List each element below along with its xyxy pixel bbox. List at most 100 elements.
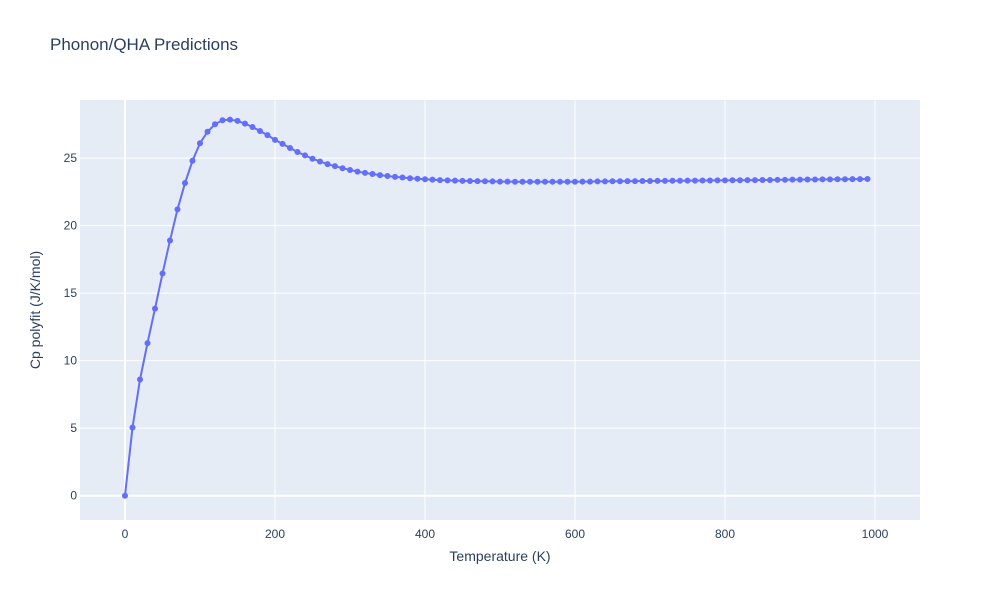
data-point[interactable] [167, 237, 173, 244]
data-point[interactable] [729, 177, 736, 184]
data-point[interactable] [654, 177, 661, 184]
data-point[interactable] [647, 178, 653, 185]
data-point[interactable] [804, 176, 811, 183]
data-point[interactable] [144, 340, 151, 347]
data-point[interactable] [662, 177, 668, 184]
data-point[interactable] [212, 121, 218, 128]
data-point[interactable] [399, 174, 406, 181]
data-point[interactable] [624, 178, 631, 185]
data-point[interactable] [287, 144, 293, 151]
data-point[interactable] [864, 176, 871, 183]
data-point[interactable] [759, 176, 766, 183]
data-point[interactable] [242, 120, 248, 127]
data-point[interactable] [137, 376, 143, 383]
data-point[interactable] [677, 177, 683, 184]
data-point[interactable] [602, 178, 608, 185]
data-point[interactable] [182, 180, 188, 187]
data-point[interactable] [707, 177, 713, 184]
data-point[interactable] [474, 178, 481, 185]
data-point[interactable] [827, 176, 833, 183]
data-point[interactable] [467, 178, 473, 185]
data-point[interactable] [572, 178, 578, 185]
data-point[interactable] [249, 124, 256, 131]
data-point[interactable] [684, 177, 691, 184]
data-point[interactable] [564, 178, 571, 185]
data-point[interactable] [849, 176, 856, 183]
data-point[interactable] [842, 176, 848, 183]
data-point[interactable] [797, 176, 803, 183]
data-point[interactable] [444, 177, 451, 184]
data-point[interactable] [332, 163, 338, 170]
data-point[interactable] [617, 178, 623, 185]
data-point[interactable] [714, 177, 721, 184]
data-point[interactable] [594, 178, 601, 185]
data-point[interactable] [429, 176, 436, 183]
data-point[interactable] [317, 158, 323, 165]
data-point[interactable] [257, 128, 263, 135]
data-point[interactable] [782, 176, 788, 183]
data-point[interactable] [549, 178, 556, 185]
data-point[interactable] [407, 175, 413, 182]
data-point[interactable] [609, 178, 616, 185]
data-point[interactable] [534, 178, 541, 185]
data-point[interactable] [744, 177, 751, 184]
data-point[interactable] [437, 177, 443, 184]
data-point[interactable] [699, 177, 706, 184]
data-point[interactable] [272, 136, 278, 143]
data-point[interactable] [159, 270, 166, 277]
data-point[interactable] [152, 305, 158, 312]
data-point[interactable] [789, 176, 796, 183]
data-point[interactable] [459, 177, 466, 184]
data-point[interactable] [692, 177, 698, 184]
data-point[interactable] [294, 148, 301, 155]
data-point[interactable] [309, 155, 316, 162]
data-point[interactable] [324, 161, 331, 168]
data-point[interactable] [504, 178, 511, 185]
data-point[interactable] [752, 177, 758, 184]
data-point[interactable] [669, 177, 676, 184]
data-point[interactable] [189, 157, 196, 164]
data-point[interactable] [482, 178, 488, 185]
data-point[interactable] [384, 173, 391, 180]
data-point[interactable] [204, 128, 211, 135]
data-point[interactable] [519, 178, 526, 185]
data-point[interactable] [362, 169, 368, 176]
data-point[interactable] [737, 177, 743, 184]
data-point[interactable] [122, 492, 128, 499]
data-point[interactable] [264, 132, 271, 139]
data-point[interactable] [834, 176, 841, 183]
data-point[interactable] [347, 166, 353, 173]
data-point[interactable] [819, 176, 826, 183]
data-point[interactable] [774, 176, 781, 183]
data-point[interactable] [632, 178, 638, 185]
data-point[interactable] [857, 176, 863, 183]
data-point[interactable] [129, 424, 136, 431]
data-point[interactable] [227, 116, 233, 123]
data-point[interactable] [639, 178, 646, 185]
data-point[interactable] [414, 175, 421, 182]
data-point[interactable] [234, 117, 241, 124]
data-point[interactable] [542, 178, 548, 185]
data-point[interactable] [392, 173, 398, 180]
data-point[interactable] [527, 178, 533, 185]
data-point[interactable] [279, 140, 286, 147]
data-point[interactable] [219, 117, 226, 124]
data-point[interactable] [812, 176, 818, 183]
data-point[interactable] [722, 177, 728, 184]
data-point[interactable] [369, 171, 376, 178]
data-point[interactable] [354, 168, 361, 175]
data-point[interactable] [377, 172, 383, 179]
data-point[interactable] [422, 176, 428, 183]
data-point[interactable] [302, 152, 308, 159]
data-point[interactable] [579, 178, 586, 185]
data-point[interactable] [197, 140, 203, 147]
data-point[interactable] [512, 178, 518, 185]
data-point[interactable] [587, 178, 593, 185]
data-point[interactable] [489, 178, 496, 185]
data-point[interactable] [174, 206, 181, 213]
data-point[interactable] [339, 165, 346, 172]
data-point[interactable] [767, 176, 773, 183]
data-point[interactable] [497, 178, 503, 185]
data-point[interactable] [557, 178, 563, 185]
data-point[interactable] [452, 177, 458, 184]
